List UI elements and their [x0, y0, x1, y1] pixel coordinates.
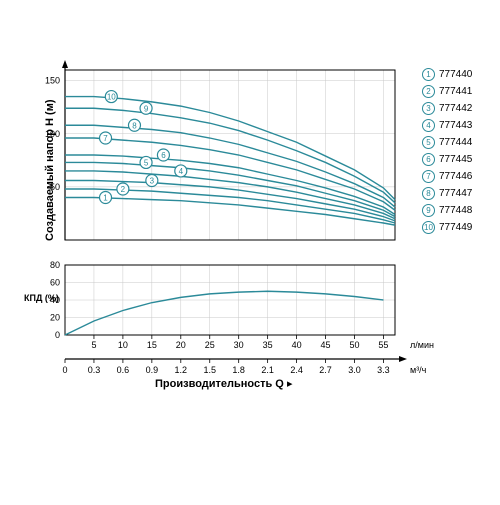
- legend-item-8: 8 777447: [422, 187, 472, 200]
- legend-item-7: 7 777446: [422, 170, 472, 183]
- legend-circle-icon: 2: [422, 85, 435, 98]
- legend-code: 777449: [439, 222, 472, 233]
- svg-text:35: 35: [263, 340, 273, 350]
- legend-circle-icon: 5: [422, 136, 435, 149]
- svg-text:45: 45: [321, 340, 331, 350]
- legend-item-1: 1 777440: [422, 68, 472, 81]
- legend-item-10: 10 777449: [422, 221, 472, 234]
- legend-circle-icon: 3: [422, 102, 435, 115]
- svg-text:2.4: 2.4: [290, 365, 303, 375]
- chart-container: 5010015012345678910020406080510152025303…: [0, 0, 500, 500]
- svg-text:1.8: 1.8: [232, 365, 245, 375]
- legend-circle-icon: 8: [422, 187, 435, 200]
- svg-text:20: 20: [176, 340, 186, 350]
- svg-text:50: 50: [349, 340, 359, 350]
- legend-code: 777447: [439, 188, 472, 199]
- legend-circle-icon: 10: [422, 221, 435, 234]
- svg-text:2.1: 2.1: [261, 365, 274, 375]
- legend-code: 777440: [439, 69, 472, 80]
- legend-code: 777446: [439, 171, 472, 182]
- svg-text:10: 10: [118, 340, 128, 350]
- svg-text:60: 60: [50, 278, 60, 288]
- svg-text:40: 40: [292, 340, 302, 350]
- legend-item-9: 9 777448: [422, 204, 472, 217]
- legend-circle-icon: 6: [422, 153, 435, 166]
- legend-circle-icon: 9: [422, 204, 435, 217]
- eff-y-label: КПД (%): [24, 293, 59, 303]
- legend-circle-icon: 7: [422, 170, 435, 183]
- main-y-label: Создаваемый напор Н (м): [44, 71, 56, 241]
- svg-text:80: 80: [50, 260, 60, 270]
- x-axis-label: Производительность Q ▸: [155, 377, 292, 390]
- svg-text:1: 1: [103, 194, 108, 203]
- legend-code: 777444: [439, 137, 472, 148]
- svg-text:15: 15: [147, 340, 157, 350]
- svg-text:1.5: 1.5: [203, 365, 216, 375]
- legend-code: 777441: [439, 86, 472, 97]
- svg-text:0: 0: [55, 330, 60, 340]
- legend-item-3: 3 777442: [422, 102, 472, 115]
- svg-text:4: 4: [179, 167, 184, 176]
- legend-circle-icon: 1: [422, 68, 435, 81]
- svg-text:2.7: 2.7: [319, 365, 332, 375]
- svg-text:0.9: 0.9: [146, 365, 159, 375]
- svg-text:л/мин: л/мин: [410, 340, 434, 350]
- svg-text:55: 55: [378, 340, 388, 350]
- svg-text:7: 7: [103, 134, 108, 143]
- svg-text:5: 5: [144, 158, 149, 167]
- svg-text:0.6: 0.6: [117, 365, 130, 375]
- svg-text:5: 5: [91, 340, 96, 350]
- svg-text:3.3: 3.3: [377, 365, 390, 375]
- legend-item-4: 4 777443: [422, 119, 472, 132]
- svg-text:0: 0: [62, 365, 67, 375]
- legend-code: 777442: [439, 103, 472, 114]
- legend-item-2: 2 777441: [422, 85, 472, 98]
- svg-text:3.0: 3.0: [348, 365, 361, 375]
- legend-code: 777443: [439, 120, 472, 131]
- legend-item-6: 6 777445: [422, 153, 472, 166]
- legend-item-5: 5 777444: [422, 136, 472, 149]
- svg-text:25: 25: [205, 340, 215, 350]
- svg-text:9: 9: [144, 104, 149, 113]
- svg-text:6: 6: [161, 151, 166, 160]
- svg-text:20: 20: [50, 313, 60, 323]
- svg-text:3: 3: [150, 177, 155, 186]
- svg-text:2: 2: [121, 185, 126, 194]
- svg-text:м³/ч: м³/ч: [410, 365, 427, 375]
- legend-circle-icon: 4: [422, 119, 435, 132]
- legend-code: 777445: [439, 154, 472, 165]
- svg-text:1.2: 1.2: [175, 365, 188, 375]
- svg-text:10: 10: [107, 93, 116, 102]
- svg-text:0.3: 0.3: [88, 365, 101, 375]
- svg-text:30: 30: [234, 340, 244, 350]
- svg-text:8: 8: [132, 121, 137, 130]
- legend-code: 777448: [439, 205, 472, 216]
